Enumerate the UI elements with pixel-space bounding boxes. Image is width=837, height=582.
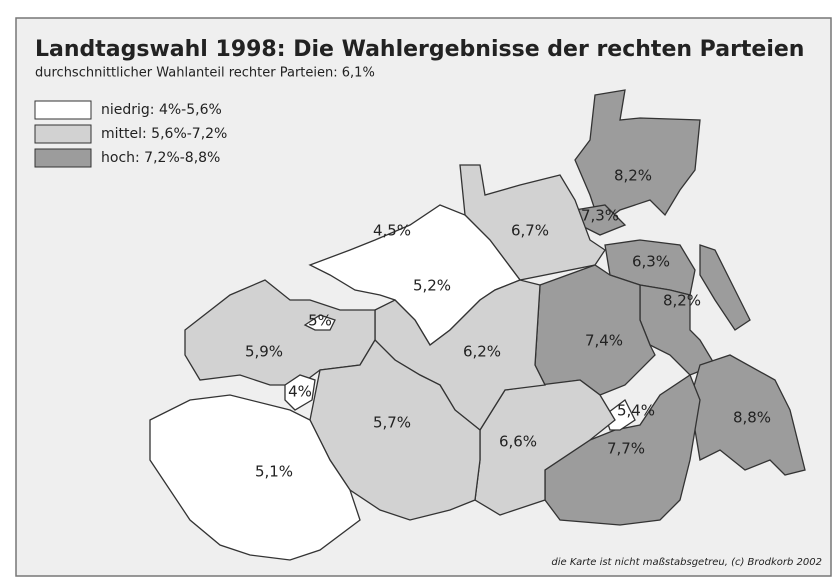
region-label: 5,4% — [617, 402, 655, 420]
region-label: 6,6% — [499, 433, 537, 451]
region — [699, 244, 751, 331]
region-label: 7,7% — [607, 440, 645, 458]
legend-swatch — [34, 100, 92, 120]
legend-swatch — [34, 124, 92, 144]
legend-label: hoch: 7,2%-8,8% — [101, 150, 220, 166]
region-label: 5% — [308, 312, 332, 330]
region — [303, 314, 336, 331]
region-label: 8,2% — [614, 167, 652, 185]
legend-swatch — [34, 148, 92, 168]
region-label: 5,9% — [245, 343, 283, 361]
region-label: 6,3% — [632, 253, 670, 271]
region-label: 7,4% — [585, 332, 623, 350]
title: Landtagswahl 1998: Die Wahlergebnisse de… — [35, 37, 804, 62]
legend-label: niedrig: 4%-5,6% — [101, 102, 222, 118]
region-label: 7,3% — [581, 207, 619, 225]
region — [284, 374, 316, 411]
region-labels: 8,2% 7,3% 6,7% 4,5% 5,2% 6,3% 8,2% 5% 5,… — [245, 167, 771, 481]
subtitle: durchschnittlicher Wahlanteil rechter Pa… — [35, 66, 375, 81]
region — [689, 354, 806, 476]
footer-note: die Karte ist nicht maßstabsgetreu, (c) … — [551, 557, 822, 568]
region — [149, 394, 361, 561]
legend-label: mittel: 5,6%-7,2% — [101, 126, 227, 142]
region-label: 6,2% — [463, 343, 501, 361]
region-label: 5,2% — [413, 277, 451, 295]
region-label: 8,2% — [663, 292, 701, 310]
region-label: 8,8% — [733, 409, 771, 427]
region-label: 6,7% — [511, 222, 549, 240]
region — [574, 89, 701, 227]
region-label: 4% — [288, 383, 312, 401]
region-label: 5,1% — [255, 463, 293, 481]
region-label: 5,7% — [373, 414, 411, 432]
region-label: 4,5% — [373, 222, 411, 240]
regions — [149, 89, 806, 561]
